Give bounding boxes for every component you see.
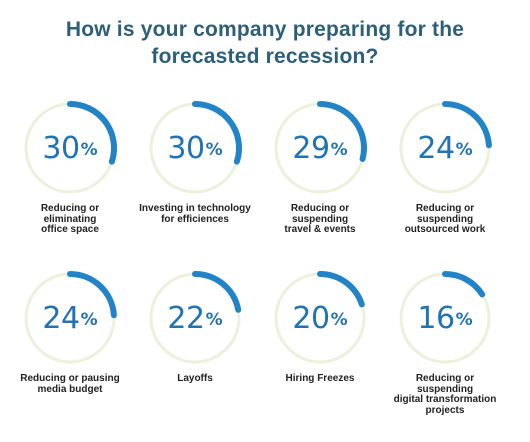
chart-title: How is your company preparing for the fo… [0,16,530,70]
donut-value-unit: % [455,310,473,330]
donut-arc [317,101,367,162]
donut-value: 29 [292,130,330,166]
donut-value-unit: % [330,140,348,160]
donut-value: 24 [417,130,455,166]
chart-title-line-1: How is your company preparing for the [65,18,465,41]
donut-arc [442,101,492,149]
donut-category-label: Reducing or suspending outsourced work [404,203,486,235]
donut-ring: 29% [272,100,368,196]
donut-svg [399,271,491,364]
donut-svg [149,271,242,364]
donut-category-label: Hiring Freezes [285,373,355,384]
donut-category-label: Layoffs [177,373,213,384]
donut-value-label: 30% [147,100,243,196]
donut-value-label: 29% [272,100,368,196]
donut-arc [442,271,486,298]
donut-svg [24,271,117,364]
donut-ring: 24% [397,100,493,196]
donut-ring: 30% [147,100,243,196]
donut-value-unit: % [80,310,98,330]
donut-svg [149,101,242,194]
donut-arc [67,271,117,319]
donut-category-label: Investing in technology for efficiences [139,203,251,225]
donut-category-label: Reducing or eliminating office space [40,203,100,235]
donut-svg [399,101,492,194]
donut-value-unit: % [80,140,98,160]
donut-ring: 22% [147,270,243,366]
donut-arc [192,271,242,313]
donut-value-label: 24% [397,100,493,196]
donut-value: 30 [42,130,80,166]
donut-ring: 16% [397,270,493,366]
donut-category-label: Reducing or suspending travel & events [284,203,356,235]
donut-ring: 20% [272,270,368,366]
donut-svg [274,101,367,194]
donut-value-unit: % [455,140,473,160]
donut-value: 30 [167,130,205,166]
donut-value-label: 30% [22,100,118,196]
donut-arc [67,101,117,165]
donut-arc [317,271,365,308]
chart-title-line-2: forecasted recession? [151,45,379,68]
donut-arc [192,101,242,165]
donut-value-label: 20% [272,270,368,366]
donut-value-unit: % [330,310,348,330]
donut-category-label: Reducing or pausing media budget [20,373,120,395]
donut-value-label: 24% [22,270,118,366]
donut-category-label: Reducing or suspending digital transform… [393,373,497,416]
donut-value-unit: % [205,310,223,330]
donut-svg [274,271,366,364]
donut-value: 20 [292,300,330,336]
donut-value: 22 [167,300,205,336]
donut-ring: 30% [22,100,118,196]
donut-value-label: 22% [147,270,243,366]
donut-value-label: 16% [397,270,493,366]
donut-svg [24,101,117,194]
donut-value: 16 [417,300,455,336]
donut-ring: 24% [22,270,118,366]
donut-value-unit: % [205,140,223,160]
donut-value: 24 [42,300,80,336]
